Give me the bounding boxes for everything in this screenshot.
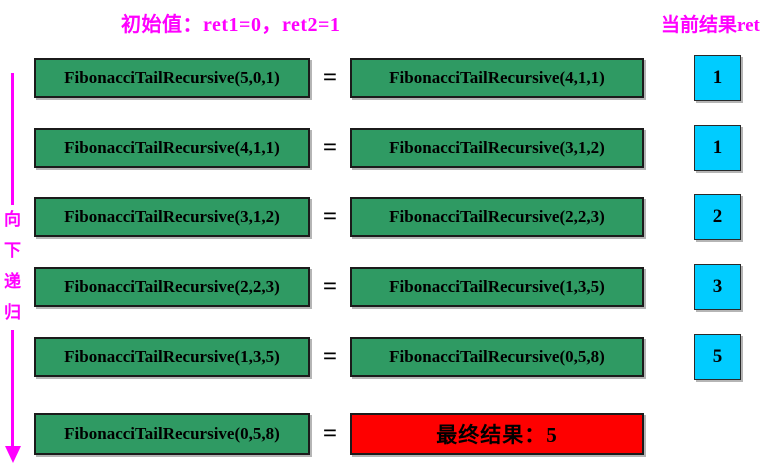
equals-sign: = bbox=[322, 203, 338, 230]
down-arrow-label: 向下递归 bbox=[4, 210, 21, 322]
call-box-right: FibonacciTailRecursive(2,2,3) bbox=[350, 197, 644, 237]
call-box-left: FibonacciTailRecursive(2,2,3) bbox=[34, 267, 310, 307]
equals-sign: = bbox=[322, 343, 338, 370]
call-box-left: FibonacciTailRecursive(3,1,2) bbox=[34, 197, 310, 237]
call-box-left: FibonacciTailRecursive(5,0,1) bbox=[34, 58, 310, 98]
recursion-row-1: FibonacciTailRecursive(5,0,1) = Fibonacc… bbox=[0, 55, 775, 101]
ret-value-box: 2 bbox=[694, 194, 741, 240]
down-arrowhead-icon bbox=[5, 446, 21, 463]
recursion-row-3: FibonacciTailRecursive(3,1,2) = Fibonacc… bbox=[0, 194, 775, 240]
equals-sign: = bbox=[322, 273, 338, 300]
ret-value-box: 1 bbox=[694, 55, 741, 101]
recursion-row-final: FibonacciTailRecursive(0,5,8) = 最终结果：5 bbox=[0, 413, 775, 455]
call-box-right: FibonacciTailRecursive(1,3,5) bbox=[350, 267, 644, 307]
ret-value-box: 3 bbox=[694, 264, 741, 310]
call-box-right: FibonacciTailRecursive(4,1,1) bbox=[350, 58, 644, 98]
equals-sign: = bbox=[322, 134, 338, 161]
recursion-row-5: FibonacciTailRecursive(1,3,5) = Fibonacc… bbox=[0, 334, 775, 380]
down-arrow-line-top bbox=[11, 73, 14, 205]
call-box-right: FibonacciTailRecursive(3,1,2) bbox=[350, 128, 644, 168]
current-result-header: 当前结果ret bbox=[661, 15, 760, 36]
call-box-left: FibonacciTailRecursive(4,1,1) bbox=[34, 128, 310, 168]
recursion-row-2: FibonacciTailRecursive(4,1,1) = Fibonacc… bbox=[0, 125, 775, 171]
down-arrow-line-bottom bbox=[11, 330, 14, 447]
recursion-row-4: FibonacciTailRecursive(2,2,3) = Fibonacc… bbox=[0, 264, 775, 310]
equals-sign: = bbox=[322, 64, 338, 91]
call-box-right: FibonacciTailRecursive(0,5,8) bbox=[350, 337, 644, 377]
call-box-left: FibonacciTailRecursive(0,5,8) bbox=[34, 413, 310, 455]
ret-value-box: 1 bbox=[694, 125, 741, 171]
final-result-box: 最终结果：5 bbox=[350, 413, 644, 455]
call-box-left: FibonacciTailRecursive(1,3,5) bbox=[34, 337, 310, 377]
initial-values-title: 初始值：ret1=0，ret2=1 bbox=[121, 14, 341, 36]
equals-sign: = bbox=[322, 420, 338, 447]
ret-value-box: 5 bbox=[694, 334, 741, 380]
